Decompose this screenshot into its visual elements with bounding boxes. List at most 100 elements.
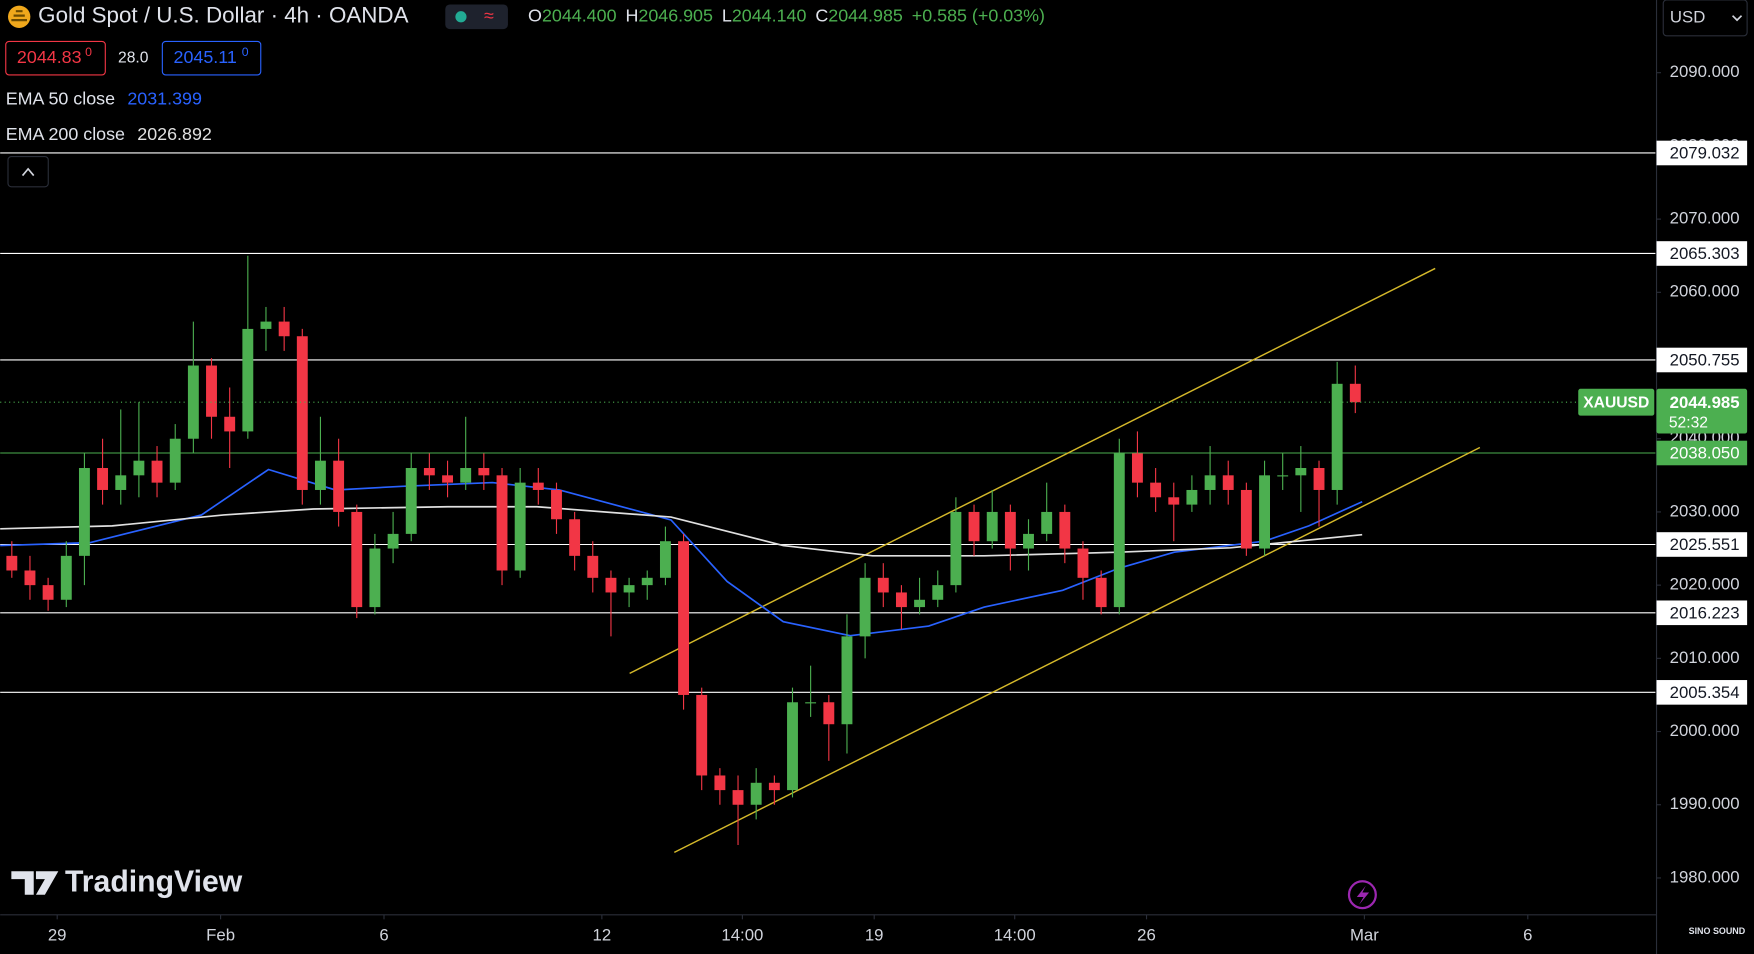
- level-label: 2025.551: [1670, 535, 1740, 554]
- symbol-label-box: [1578, 388, 1655, 416]
- x-tick-label: 6: [379, 926, 388, 945]
- bar-countdown: 52:32: [1669, 415, 1708, 432]
- candle-body: [333, 460, 345, 512]
- candle-body: [1004, 511, 1016, 549]
- collapse-button[interactable]: [7, 156, 49, 188]
- candle-body: [242, 328, 254, 432]
- candle-body: [1023, 533, 1034, 549]
- x-tick-label: 14:00: [721, 926, 763, 945]
- x-tick-label: 26: [1137, 926, 1156, 945]
- candle-body: [1277, 475, 1289, 477]
- last-price-box: [1656, 388, 1748, 434]
- level-label: 2016.223: [1670, 603, 1740, 622]
- trend-channel-line: [629, 267, 1436, 674]
- candle-body: [787, 702, 798, 791]
- candle-body: [369, 548, 381, 608]
- candle-body: [296, 336, 308, 490]
- candle-body: [823, 702, 835, 725]
- candle-body: [133, 460, 145, 476]
- candle-body: [6, 555, 18, 571]
- candle-body: [569, 519, 581, 556]
- candle-body: [78, 468, 90, 556]
- bid-box[interactable]: [5, 40, 106, 76]
- level-label: 2079.032: [1670, 144, 1740, 163]
- candle-body: [1222, 475, 1234, 490]
- candle-body: [24, 570, 36, 586]
- ohlc-key: H: [625, 5, 638, 25]
- y-tick-label: 2020.000: [1670, 575, 1740, 594]
- candle-body: [1259, 475, 1271, 549]
- candle-body: [1295, 468, 1307, 476]
- ema-line: [0, 468, 1363, 637]
- collapse-icon: [21, 167, 35, 177]
- level-label: 2005.354: [1670, 683, 1740, 702]
- ohlc-value: 2046.905: [638, 5, 713, 25]
- lightning-button[interactable]: [1347, 880, 1377, 910]
- candle-body: [260, 321, 272, 329]
- bid-price-fraction: 0: [85, 45, 92, 59]
- x-tick-label: 14:00: [994, 926, 1036, 945]
- ask-price: 2045.11: [174, 47, 237, 67]
- ohlc-key: O: [528, 5, 542, 25]
- candle-body: [1131, 453, 1143, 483]
- y-tick-label: 2090.000: [1670, 62, 1740, 81]
- tradingview-logo: TradingView: [65, 866, 243, 899]
- candle-body: [623, 585, 635, 593]
- candle-body: [60, 555, 72, 600]
- level-label-box: [1656, 440, 1748, 466]
- level-label-box: [1656, 600, 1748, 626]
- watermark: SINO SOUND: [1689, 926, 1746, 936]
- x-tick-label: 19: [865, 926, 884, 945]
- x-tick-label: 6: [1523, 926, 1532, 945]
- plot-area: [0, 152, 1656, 853]
- x-tick-label: Feb: [206, 926, 235, 945]
- y-tick-label: 2030.000: [1670, 501, 1740, 520]
- candle-body: [442, 475, 454, 483]
- status-icon: ≈: [484, 5, 494, 25]
- candle-body: [514, 482, 526, 571]
- y-tick-label: 2010.000: [1670, 648, 1740, 667]
- level-label: 2038.050: [1670, 444, 1740, 463]
- indicator-value: 2026.892: [137, 124, 212, 144]
- candle-body: [1240, 489, 1252, 549]
- candle-body: [1077, 548, 1089, 578]
- candle-body: [659, 541, 671, 578]
- y-tick-label: 2000.000: [1670, 721, 1740, 740]
- ohlc-key: L: [722, 5, 732, 25]
- candle-body: [714, 775, 726, 791]
- candle-body: [950, 511, 962, 586]
- level-label: 2050.755: [1670, 351, 1740, 370]
- candle-body: [932, 585, 944, 600]
- candle-body: [841, 636, 853, 725]
- candle-body: [206, 365, 217, 417]
- candle-body: [696, 694, 708, 776]
- candle-body: [314, 460, 326, 490]
- candle-body: [805, 702, 817, 704]
- ohlc-value: 2044.985: [828, 5, 903, 25]
- spread: 28.0: [118, 49, 149, 66]
- ask-box[interactable]: [161, 40, 262, 76]
- candle-body: [1349, 383, 1361, 403]
- trend-channel-line: [673, 446, 1481, 853]
- y-tick-label: 1990.000: [1670, 794, 1740, 813]
- candle-body: [678, 541, 690, 695]
- candle-body: [768, 782, 780, 791]
- candle-body: [750, 782, 762, 805]
- y-tick-label: 2060.000: [1670, 282, 1740, 301]
- candle-body: [1059, 511, 1071, 549]
- candle-body: [895, 592, 907, 608]
- level-label: 2065.303: [1670, 244, 1740, 263]
- candle-body: [97, 468, 109, 490]
- candle-body: [278, 321, 290, 337]
- candle-body: [478, 468, 490, 476]
- level-label-box: [1656, 347, 1748, 373]
- candle-body: [532, 482, 544, 490]
- candle-body: [641, 577, 653, 586]
- candle-body: [732, 790, 744, 805]
- level-label-box: [1656, 140, 1748, 166]
- tradingview-logo-mark: [11, 871, 59, 895]
- currency-dropdown[interactable]: [1662, 0, 1748, 37]
- candle-body: [1150, 482, 1162, 498]
